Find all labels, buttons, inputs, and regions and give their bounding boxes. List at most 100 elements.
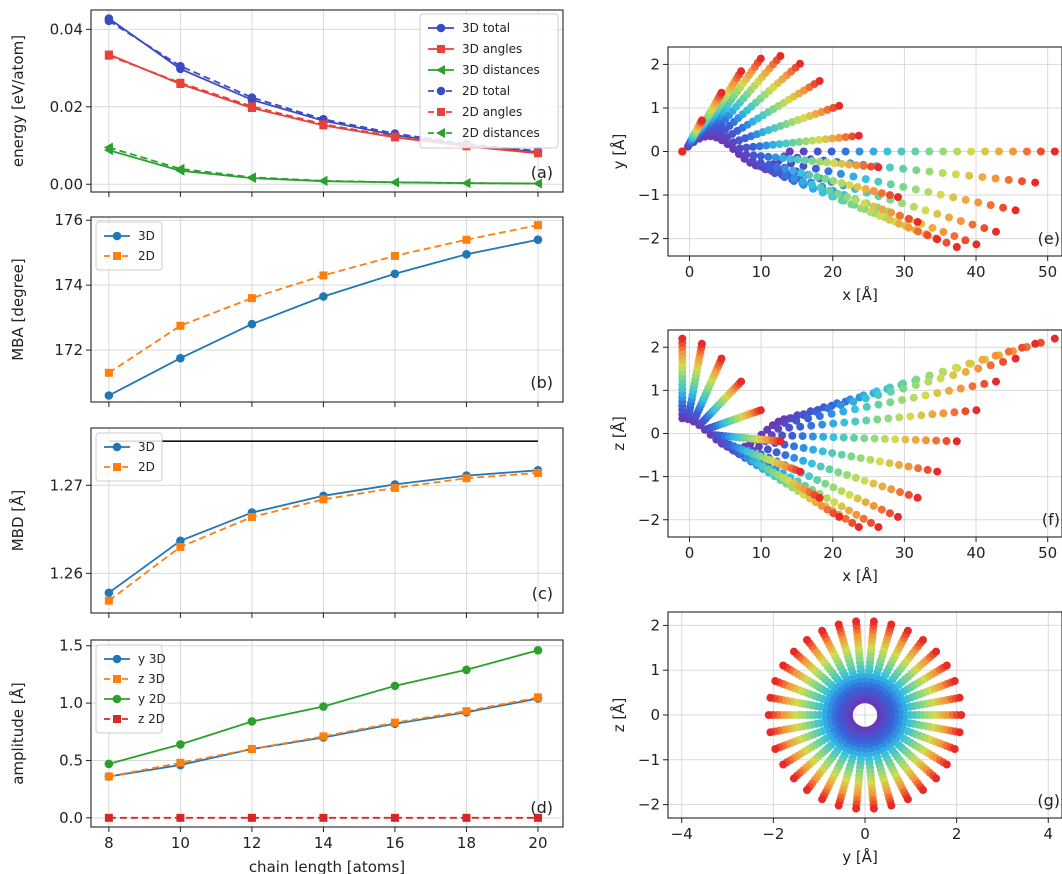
atom-point: [816, 462, 825, 471]
data-point-z-3d: [247, 744, 256, 753]
data-point-2d: [319, 271, 328, 280]
atom-point: [790, 174, 799, 183]
y-axis-label: z [Å]: [609, 416, 628, 451]
atom-point: [967, 147, 976, 156]
atom-point: [697, 116, 706, 125]
atom-point: [894, 193, 902, 202]
data-point-z-3d: [390, 718, 399, 727]
atom-point: [789, 774, 798, 783]
atom-point: [898, 396, 906, 404]
data-point-2d: [176, 321, 185, 330]
atom-point: [845, 490, 854, 499]
atom-point: [836, 169, 845, 178]
data-point-2d: [247, 512, 256, 521]
data-point-z-2d: [247, 813, 256, 822]
atom-point: [808, 432, 817, 441]
atom-point: [911, 381, 920, 390]
atom-point: [933, 467, 942, 476]
atom-point: [1018, 177, 1026, 186]
y-tick-label: 1.0: [59, 694, 83, 712]
atom-point: [796, 59, 804, 68]
atom-point: [1011, 354, 1020, 363]
atom-point: [805, 170, 814, 179]
atom-point: [771, 153, 780, 162]
axes-frame: [90, 639, 564, 828]
legend-frame: [95, 221, 163, 271]
data-point-2d-total: [176, 61, 185, 71]
atom-point: [873, 415, 882, 424]
data-point-2d: [319, 495, 328, 504]
legend-frame: [95, 644, 163, 734]
atom-point: [818, 795, 827, 804]
x-tick-label: 10: [171, 834, 190, 852]
atom-point: [968, 382, 977, 391]
y-tick-label: 0: [650, 425, 660, 443]
atom-point: [849, 172, 858, 181]
panel-d-amplitude-chart: 0.0 0.5 1.0 1.5 8 10 12 14 16 18 20 amplitude [Å] (d…: [8, 637, 564, 852]
atom-point: [828, 449, 837, 458]
legend-swatch-marker: [436, 86, 446, 96]
atom-point: [917, 411, 926, 420]
atom-point: [834, 620, 843, 629]
atom-point: [678, 147, 687, 156]
atom-point: [815, 157, 824, 166]
atom-point: [829, 433, 838, 442]
y-axis-label: MBD [Å]: [8, 490, 27, 552]
data-point-2d-distances: [103, 142, 113, 153]
atom-point: [945, 213, 953, 222]
atom-point: [756, 158, 765, 167]
y-tick-label: −1: [638, 186, 660, 204]
atom-point: [895, 460, 903, 469]
legend-swatch-marker: [112, 442, 122, 452]
legend-swatch-marker: [112, 231, 122, 241]
atom-point: [899, 164, 908, 173]
atom-point: [789, 166, 797, 175]
atom-point: [852, 510, 861, 519]
atom-point: [766, 728, 775, 737]
atom-point: [1004, 175, 1013, 184]
legend: 3D total 3D angles 3D distances 2D total 2D …: [419, 13, 559, 149]
data-point-2d-distances: [461, 178, 471, 189]
atom-point: [980, 379, 989, 388]
data-point-2d-angles: [319, 120, 328, 129]
atom-point: [886, 387, 895, 396]
atom-point: [904, 214, 913, 223]
atom-point: [911, 435, 920, 444]
atom-point: [788, 431, 797, 440]
atom-point: [835, 512, 844, 521]
legend: y 3D z 3D y 2D z 2D: [95, 644, 166, 734]
atom-point: [924, 377, 933, 386]
atom-point: [945, 386, 953, 395]
atom-point: [974, 198, 983, 207]
atom-point: [816, 183, 825, 192]
atom-point: [1050, 147, 1059, 156]
atom-point: [803, 786, 811, 794]
atom-point: [859, 514, 868, 523]
atom-point: [942, 437, 951, 445]
atom-point: [860, 476, 869, 485]
legend-swatch-marker: [113, 675, 121, 683]
panel-label: (f): [1042, 510, 1060, 529]
atom-point: [877, 505, 886, 514]
atom-point: [755, 142, 764, 151]
atom-point: [799, 456, 808, 465]
data-point-z-2d: [104, 813, 113, 822]
atom-point: [933, 235, 942, 244]
atom-point: [923, 231, 932, 240]
atom-point: [851, 417, 860, 426]
atom-point: [932, 774, 941, 783]
atom-point: [942, 760, 951, 769]
legend-swatch-marker: [112, 654, 122, 664]
atom-point: [925, 147, 934, 156]
atom-point: [785, 423, 794, 432]
atom-point: [913, 218, 922, 226]
legend-swatch-marker: [437, 108, 445, 116]
y-tick-label: 1.27: [50, 476, 83, 494]
atom-point: [861, 175, 870, 184]
legend-label: z 3D: [138, 672, 165, 686]
atom-point: [835, 101, 844, 110]
atom-point: [850, 433, 858, 442]
